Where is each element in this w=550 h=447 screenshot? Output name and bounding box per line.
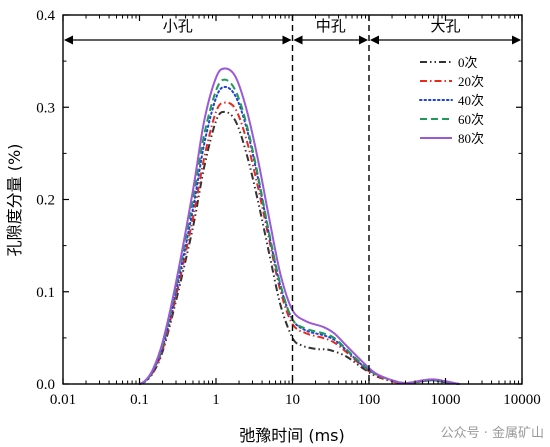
legend-label-2: 40次 [458,93,484,108]
x-tick-label-4: 100 [358,392,381,408]
series-line-3 [139,78,460,385]
region-arrow-head-right-1 [359,35,368,45]
x-tick-label-1: 0.1 [130,392,149,408]
legend-label-0: 0次 [458,55,478,70]
region-arrow-head-right-2 [512,35,521,45]
y-tick-label-1: 0.1 [36,285,55,301]
region-arrow-head-left-0 [64,35,73,45]
watermark: 公众号 · 金属矿山 [440,426,544,441]
x-tick-label-6: 10000 [503,392,541,408]
axes: 0.01 0.1 1 10 100 1000 10000 0.0 0.1 0.2 0.3 0.4 [36,8,541,408]
series-line-4 [138,67,460,385]
region-arrow-head-right-0 [282,35,292,45]
region-label-2: 大孔 [430,17,460,35]
y-tick-label-2: 0.2 [36,193,55,209]
y-tick-label-3: 0.3 [36,100,55,116]
plot-content [138,67,460,385]
region-arrow-head-left-1 [293,35,303,45]
legend-label-1: 20次 [458,74,484,89]
series-line-1 [139,101,460,385]
region-label-0: 小孔 [163,17,193,35]
series-line-2 [138,85,460,385]
x-tick-label-0: 0.01 [50,392,76,408]
y-tick-label-4: 0.4 [36,8,55,24]
x-tick-label-3: 10 [285,392,300,408]
x-tick-label-2: 1 [212,392,220,408]
y-axis-title: 孔隙度分量 (%) [5,144,24,257]
region-label-1: 中孔 [316,17,346,35]
y-tick-label-0: 0.0 [36,377,55,393]
x-axis-title: 弛豫时间 (ms) [239,426,345,445]
legend-label-3: 60次 [458,112,484,127]
x-tick-label-5: 1000 [431,392,461,408]
legend-label-4: 80次 [458,131,484,146]
legend: 0次 20次 40次 60次 80次 [419,55,484,146]
region-arrow-head-left-2 [370,35,379,45]
region-annotations: 小孔 中孔 大孔 [64,15,521,384]
